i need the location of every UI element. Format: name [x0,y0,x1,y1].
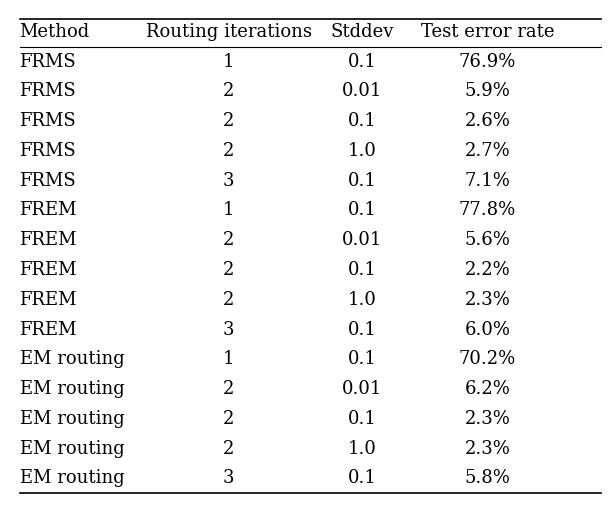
Text: 2.3%: 2.3% [465,440,510,458]
Text: 0.1: 0.1 [348,350,377,368]
Text: 5.9%: 5.9% [465,82,510,100]
Text: FRMS: FRMS [19,172,76,190]
Text: 2: 2 [223,142,235,160]
Text: Method: Method [19,23,90,41]
Text: EM routing: EM routing [19,380,124,398]
Text: 0.1: 0.1 [348,172,377,190]
Text: EM routing: EM routing [19,470,124,487]
Text: 1: 1 [223,201,235,219]
Text: 3: 3 [223,470,235,487]
Text: 5.6%: 5.6% [465,231,510,249]
Text: 2: 2 [223,261,235,279]
Text: 0.1: 0.1 [348,53,377,71]
Text: 2.6%: 2.6% [465,112,510,130]
Text: EM routing: EM routing [19,350,124,368]
Text: FREM: FREM [19,321,77,339]
Text: Test error rate: Test error rate [421,23,554,41]
Text: 77.8%: 77.8% [458,201,516,219]
Text: 1: 1 [223,53,235,71]
Text: 3: 3 [223,321,235,339]
Text: Routing iterations: Routing iterations [146,23,312,41]
Text: Stddev: Stddev [331,23,394,41]
Text: 0.1: 0.1 [348,201,377,219]
Text: FRMS: FRMS [19,82,76,100]
Text: 2.3%: 2.3% [465,410,510,428]
Text: 6.0%: 6.0% [465,321,510,339]
Text: 2: 2 [223,82,235,100]
Text: 0.1: 0.1 [348,470,377,487]
Text: 0.1: 0.1 [348,410,377,428]
Text: 1.0: 1.0 [348,440,377,458]
Text: 0.01: 0.01 [342,82,382,100]
Text: 2: 2 [223,380,235,398]
Text: 1.0: 1.0 [348,142,377,160]
Text: 6.2%: 6.2% [465,380,510,398]
Text: FREM: FREM [19,201,77,219]
Text: 2: 2 [223,440,235,458]
Text: 2.7%: 2.7% [465,142,510,160]
Text: 2: 2 [223,291,235,309]
Text: 2.2%: 2.2% [465,261,510,279]
Text: 2: 2 [223,410,235,428]
Text: 0.01: 0.01 [342,380,382,398]
Text: FREM: FREM [19,261,77,279]
Text: EM routing: EM routing [19,410,124,428]
Text: EM routing: EM routing [19,440,124,458]
Text: FRMS: FRMS [19,112,76,130]
Text: 3: 3 [223,172,235,190]
Text: FRMS: FRMS [19,53,76,71]
Text: FRMS: FRMS [19,142,76,160]
Text: 1: 1 [223,350,235,368]
Text: 2: 2 [223,231,235,249]
Text: 5.8%: 5.8% [465,470,510,487]
Text: 0.1: 0.1 [348,112,377,130]
Text: 2: 2 [223,112,235,130]
Text: FREM: FREM [19,231,77,249]
Text: 70.2%: 70.2% [458,350,516,368]
Text: 0.01: 0.01 [342,231,382,249]
Text: 1.0: 1.0 [348,291,377,309]
Text: 0.1: 0.1 [348,261,377,279]
Text: 7.1%: 7.1% [465,172,510,190]
Text: 2.3%: 2.3% [465,291,510,309]
Text: 76.9%: 76.9% [458,53,516,71]
Text: FREM: FREM [19,291,77,309]
Text: 0.1: 0.1 [348,321,377,339]
